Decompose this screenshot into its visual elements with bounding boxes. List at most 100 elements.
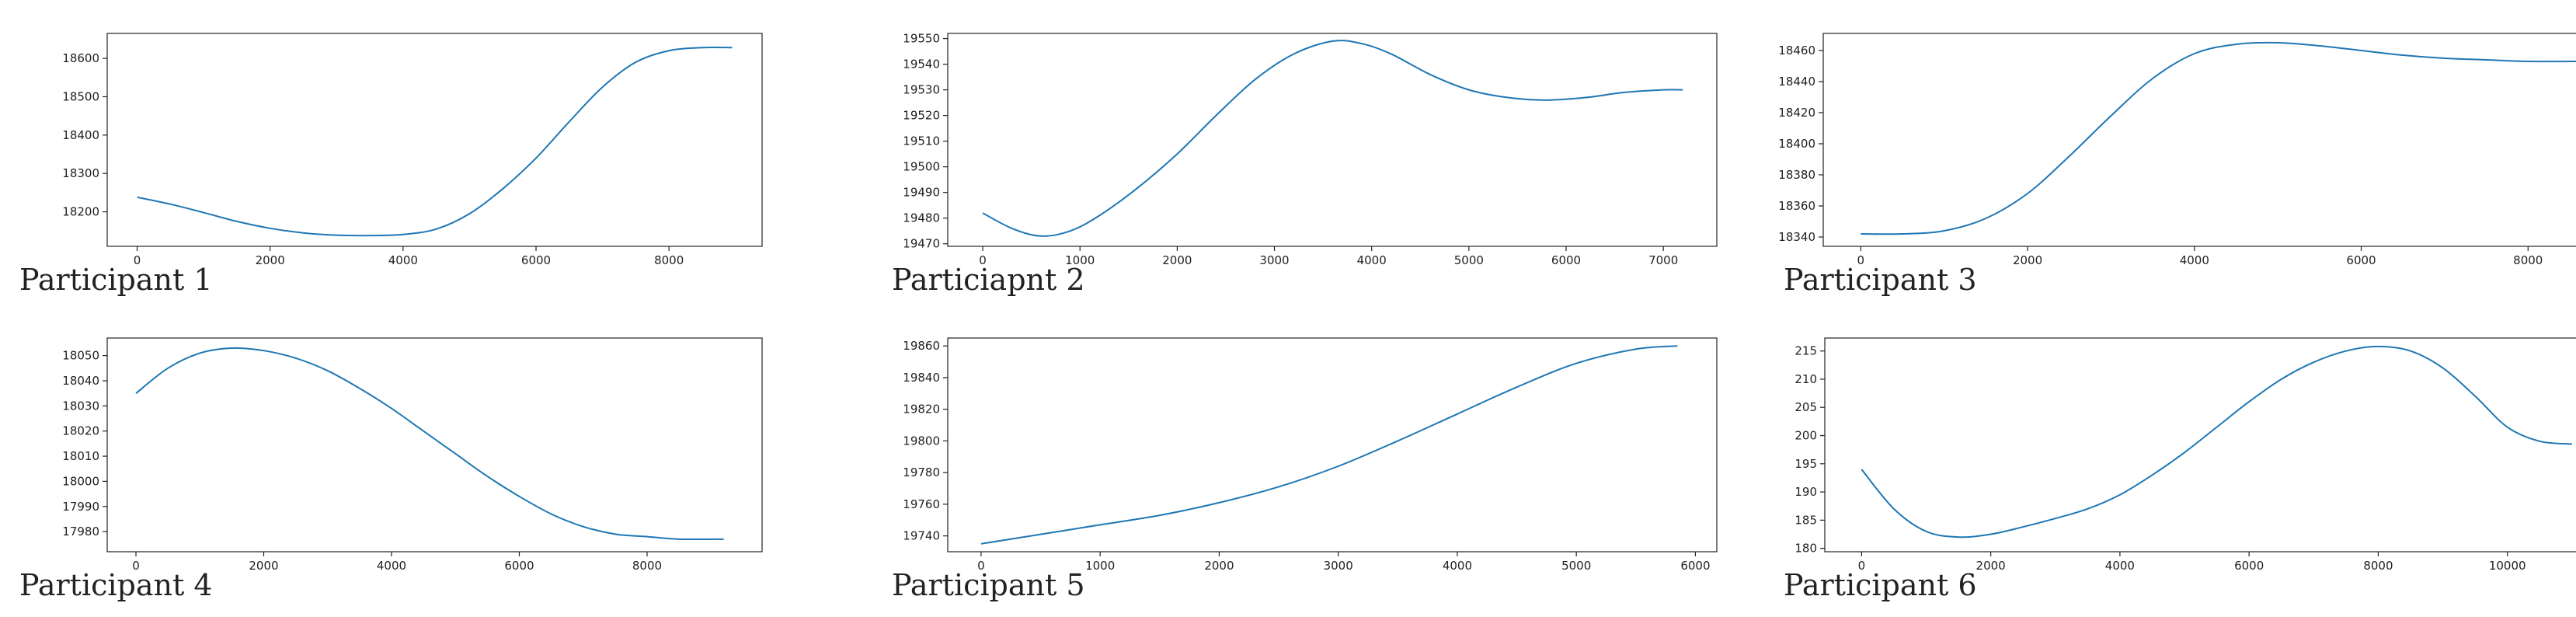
y-tick-label: 180 [1794, 542, 1817, 556]
x-tick-label: 5000 [1561, 559, 1591, 573]
x-tick-label: 2000 [256, 253, 285, 267]
y-tick-label: 19520 [903, 109, 940, 123]
panel-participant-6: 0 2000 4000 6000 8000 10000 180 185 190 195 200 205… [1717, 308, 2576, 617]
series-line [137, 46, 733, 237]
y-tick-label: 19490 [903, 186, 940, 200]
caption-participant-1: Participant 1 [19, 263, 213, 297]
y-tick-label: 19540 [903, 58, 940, 71]
panel-participant-4: 0 2000 4000 6000 8000 17980 17990 18000 18010 180… [0, 308, 858, 617]
x-tick-label: 4000 [2105, 559, 2135, 573]
y-tick-label: 18500 [62, 89, 99, 103]
x-tick-label: 8000 [632, 559, 662, 573]
y-tick-label: 19480 [903, 211, 940, 225]
x-tick-label: 6000 [521, 253, 551, 267]
y-tick-label: 205 [1794, 400, 1817, 414]
y-tick-label: 19510 [903, 134, 940, 148]
series-line [1861, 345, 2572, 539]
y-tick-label: 18040 [62, 374, 99, 388]
y-tick-label: 18030 [62, 399, 99, 413]
x-tick-label: 0 [132, 559, 140, 573]
x-tick-label: 0 [1858, 559, 1866, 573]
y-tick-label: 19550 [903, 32, 940, 46]
x-tick-label: 8000 [654, 253, 684, 267]
y-tick-label: 18400 [1778, 137, 1815, 151]
y-tick-label: 185 [1794, 513, 1817, 527]
y-tick-label: 19500 [903, 160, 940, 174]
x-tick-label: 0 [134, 253, 141, 267]
x-tick-label: 2000 [1976, 559, 2006, 573]
y-tick-label: 19800 [903, 434, 940, 448]
x-tick-label: 6000 [2346, 253, 2376, 267]
chart-participant-1: 0 2000 4000 6000 8000 18200 18300 18400 18500 186… [62, 33, 763, 267]
chart-participant-2: 0 1000 2000 3000 4000 5000 6000 7000 19470 19480 1… [903, 32, 1718, 267]
x-tick-label: 8000 [2363, 559, 2393, 573]
x-tick-label: 5000 [1454, 253, 1484, 267]
panel-participant-3: 0 2000 4000 6000 8000 18340 18360 18380 18400 184… [1717, 0, 2576, 308]
panel-participant-1: 0 2000 4000 6000 8000 18200 18300 18400 18500 186… [0, 0, 858, 308]
y-tick-label: 18360 [1778, 199, 1815, 213]
caption-participant-6: Participant 6 [1784, 568, 1977, 602]
y-tick-label: 17980 [62, 525, 99, 539]
caption-participant-2: Particiapnt 2 [892, 263, 1085, 297]
x-tick-label: 1000 [1085, 559, 1115, 573]
axes-frame [106, 337, 763, 553]
y-tick-label: 19470 [903, 237, 940, 251]
x-tick-label: 0 [979, 253, 987, 267]
y-tick-label: 18400 [62, 128, 99, 142]
axes-frame [106, 33, 763, 247]
x-tick-label: 0 [977, 559, 985, 573]
panel-participant-5: 0 1000 2000 3000 4000 5000 6000 19740 19760 19780… [858, 308, 1718, 617]
x-tick-label: 8000 [2513, 253, 2543, 267]
chart-participant-3: 0 2000 4000 6000 8000 18340 18360 18380 18400 184… [1778, 33, 2576, 267]
x-tick-label: 4000 [1357, 253, 1387, 267]
y-tick-label: 190 [1794, 485, 1817, 499]
y-tick-label: 18000 [62, 474, 99, 488]
x-tick-label: 3000 [1324, 559, 1353, 573]
series-line [1861, 41, 2576, 235]
y-tick-label: 19840 [903, 371, 940, 385]
y-tick-label: 18600 [62, 51, 99, 65]
y-tick-label: 18440 [1778, 75, 1815, 89]
series-line [135, 347, 724, 541]
panel-participant-2: 0 1000 2000 3000 4000 5000 6000 7000 19470 19480 1… [858, 0, 1718, 308]
caption-participant-5: Participant 5 [892, 568, 1085, 602]
y-tick-label: 18340 [1778, 230, 1815, 244]
x-tick-label: 4000 [388, 253, 418, 267]
y-tick-label: 18420 [1778, 106, 1815, 120]
x-tick-label: 4000 [2180, 253, 2209, 267]
series-line [982, 40, 1683, 237]
x-tick-label: 7000 [1648, 253, 1678, 267]
y-tick-label: 19860 [903, 339, 940, 353]
y-tick-label: 18010 [62, 449, 99, 463]
x-tick-label: 2000 [1204, 559, 1234, 573]
x-tick-label: 3000 [1259, 253, 1289, 267]
chart-participant-6: 0 2000 4000 6000 8000 10000 180 185 190 195 200 205… [1794, 337, 2576, 573]
axes-frame [1824, 337, 2576, 553]
caption-participant-4: Participant 4 [19, 568, 213, 602]
x-tick-label: 2000 [1162, 253, 1192, 267]
x-tick-label: 1000 [1065, 253, 1095, 267]
x-tick-label: 6000 [2234, 559, 2264, 573]
x-tick-label: 6000 [1551, 253, 1581, 267]
y-tick-label: 18380 [1778, 168, 1815, 182]
y-tick-label: 19820 [903, 403, 940, 417]
y-tick-label: 18460 [1778, 44, 1815, 58]
y-tick-label: 18300 [62, 166, 99, 180]
y-tick-label: 19780 [903, 465, 940, 479]
y-tick-label: 200 [1794, 429, 1817, 443]
axes-frame [1822, 33, 2576, 247]
chart-participant-5: 0 1000 2000 3000 4000 5000 6000 19740 19760 19780… [903, 337, 1718, 573]
chart-participant-4: 0 2000 4000 6000 8000 17980 17990 18000 18010 180… [62, 337, 763, 573]
y-tick-label: 215 [1794, 344, 1817, 358]
y-tick-label: 17990 [62, 500, 99, 514]
y-tick-label: 18050 [62, 349, 99, 363]
series-line [980, 345, 1678, 545]
x-tick-label: 6000 [1680, 559, 1710, 573]
y-tick-label: 210 [1794, 372, 1817, 386]
y-tick-label: 19530 [903, 83, 940, 97]
y-tick-label: 19740 [903, 529, 940, 543]
axes-frame [947, 337, 1718, 553]
y-tick-label: 18020 [62, 424, 99, 438]
y-tick-label: 19760 [903, 497, 940, 511]
y-tick-label: 195 [1794, 457, 1817, 471]
